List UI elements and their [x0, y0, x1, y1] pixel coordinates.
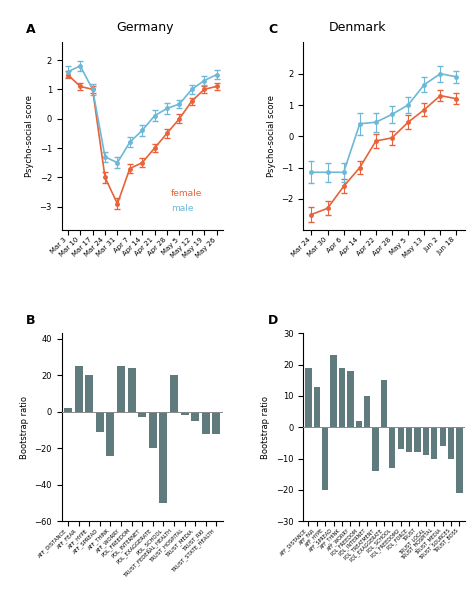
- Bar: [339, 368, 345, 427]
- Bar: [202, 412, 210, 434]
- Bar: [96, 412, 104, 432]
- Bar: [117, 366, 125, 412]
- Bar: [138, 412, 146, 418]
- Bar: [356, 421, 362, 427]
- Y-axis label: Psycho-social score: Psycho-social score: [25, 95, 34, 178]
- Bar: [212, 412, 220, 434]
- Bar: [149, 412, 157, 448]
- Bar: [314, 387, 320, 427]
- Bar: [322, 427, 328, 490]
- Bar: [181, 412, 189, 416]
- Bar: [448, 427, 454, 459]
- Bar: [456, 427, 463, 493]
- Bar: [389, 427, 395, 468]
- Bar: [305, 368, 311, 427]
- Text: Denmark: Denmark: [329, 21, 387, 34]
- Bar: [64, 408, 72, 412]
- Bar: [406, 427, 412, 452]
- Text: Germany: Germany: [116, 21, 173, 34]
- Bar: [398, 427, 404, 449]
- Bar: [439, 427, 446, 446]
- Y-axis label: Bootstrap ratio: Bootstrap ratio: [20, 396, 29, 459]
- Bar: [159, 412, 167, 503]
- Bar: [85, 375, 93, 412]
- Text: male: male: [171, 204, 194, 213]
- Text: D: D: [268, 314, 278, 327]
- Bar: [414, 427, 420, 452]
- Y-axis label: Bootstrap ratio: Bootstrap ratio: [262, 396, 271, 459]
- Bar: [364, 396, 370, 427]
- Bar: [107, 412, 114, 456]
- Bar: [373, 427, 379, 471]
- Bar: [74, 366, 82, 412]
- Bar: [330, 355, 337, 427]
- Bar: [170, 375, 178, 412]
- Text: female: female: [171, 189, 202, 198]
- Bar: [347, 371, 354, 427]
- Bar: [431, 427, 438, 459]
- Bar: [191, 412, 199, 421]
- Text: C: C: [268, 23, 277, 36]
- Y-axis label: Psycho-social score: Psycho-social score: [267, 95, 276, 178]
- Text: B: B: [26, 314, 36, 327]
- Text: A: A: [26, 23, 36, 36]
- Bar: [423, 427, 429, 456]
- Bar: [128, 368, 136, 412]
- Bar: [381, 381, 387, 427]
